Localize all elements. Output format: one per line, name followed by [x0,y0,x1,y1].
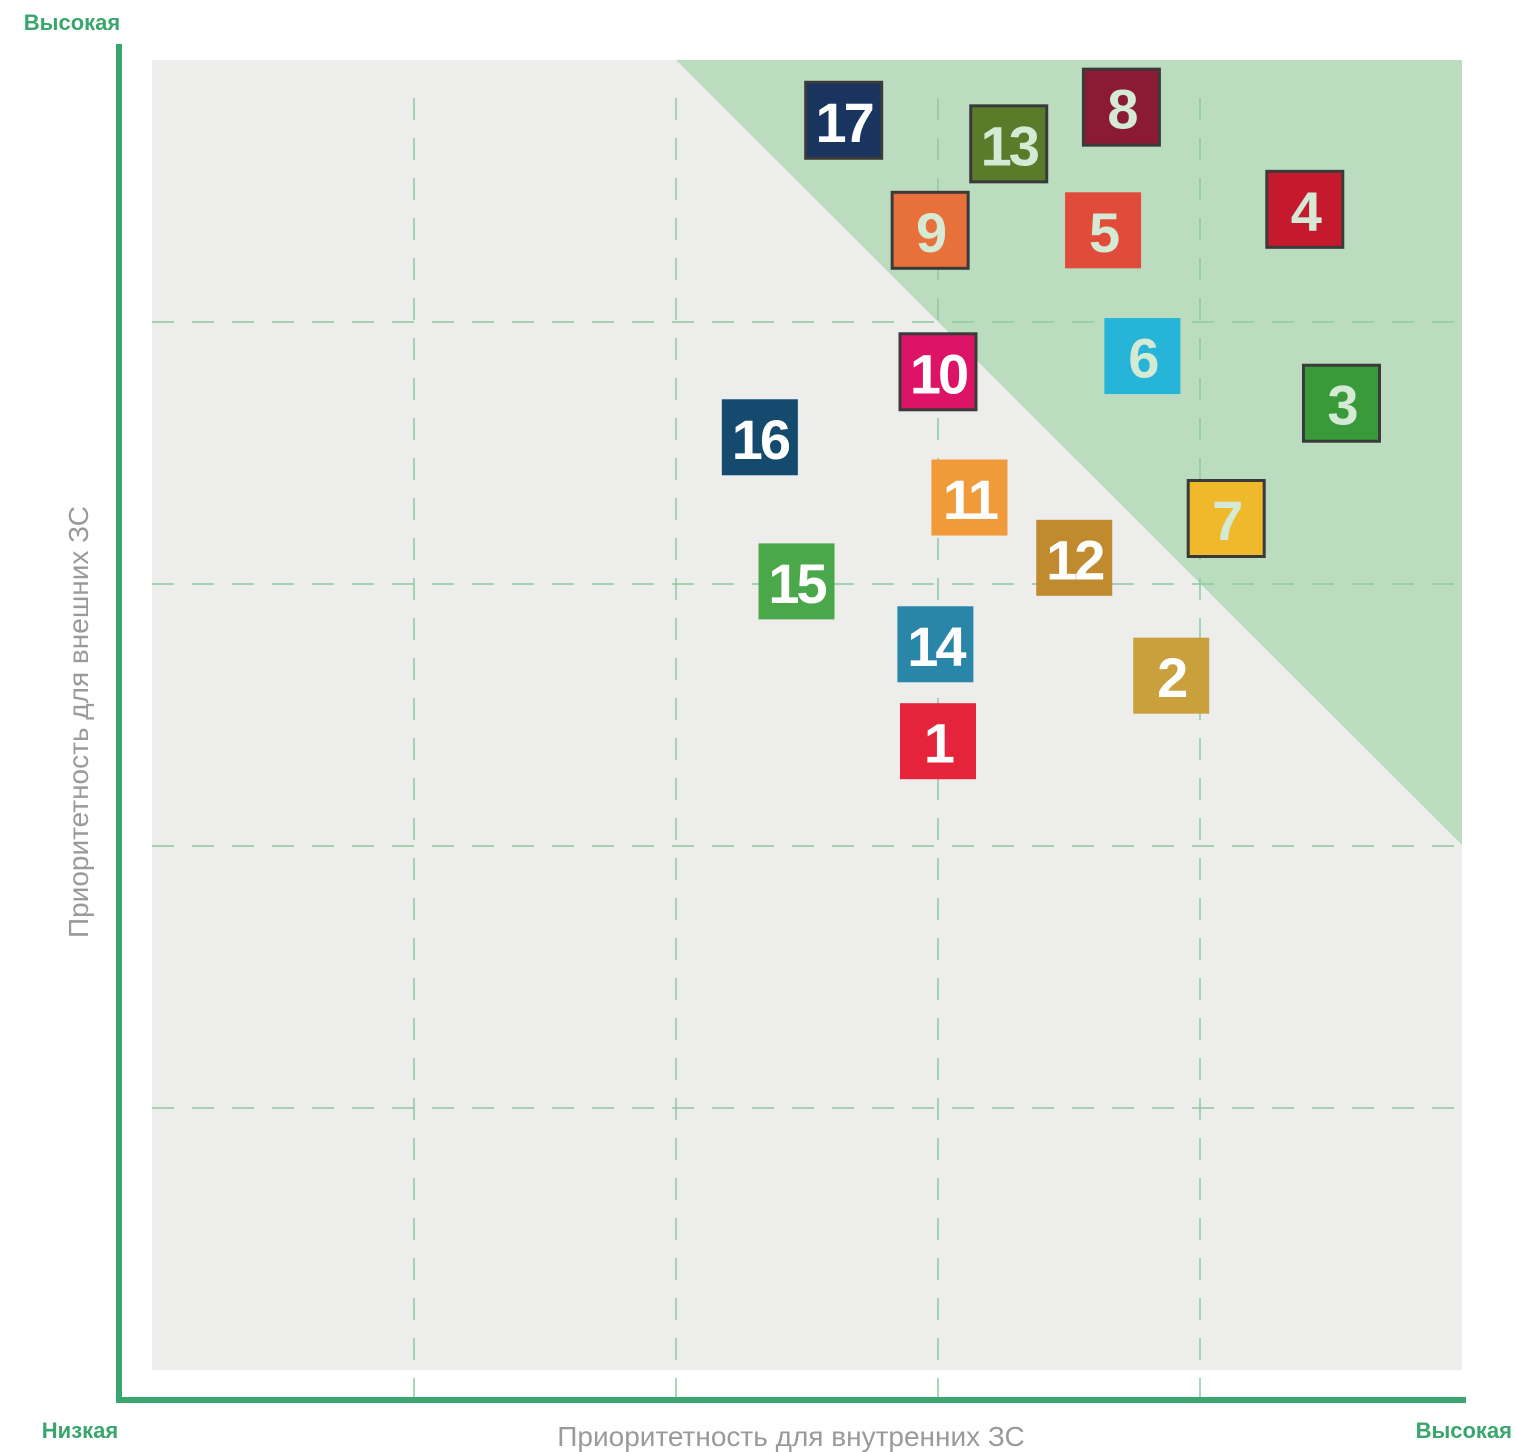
goal-marker: 12 [1036,519,1113,596]
goal-marker: 15 [758,543,835,620]
goal-number: 15 [768,552,826,615]
goal-number: 7 [1212,489,1241,552]
goal-square [1036,519,1113,596]
goal-square [931,459,1008,536]
goal-marker: 1 [900,703,976,780]
y-axis-title: Приоритетность для внешних ЗС [63,506,94,938]
goal-number: 9 [916,201,946,264]
goal-marker: 13 [969,104,1049,184]
goal-number: 14 [907,615,966,678]
goal-square [758,543,835,620]
goal-marker: 17 [804,80,884,160]
goal-square [1186,479,1266,558]
goal-marker: 9 [890,190,970,270]
goal-marker: 3 [1301,363,1381,443]
goal-square [1265,169,1345,249]
goal-marker: 16 [721,399,798,476]
goal-marker: 10 [898,332,978,412]
goal-number: 2 [1157,646,1186,709]
goal-number: 10 [910,342,967,405]
goal-square [890,190,970,270]
x-low-label: Низкая [42,1418,118,1443]
goal-number: 12 [1046,528,1103,591]
goal-marker: 14 [897,606,974,683]
goal-number: 3 [1327,374,1357,437]
goal-marker: 2 [1133,637,1210,714]
goal-square [897,606,974,683]
goal-square [1104,318,1181,395]
goal-number: 4 [1291,180,1322,243]
goal-marker: 4 [1265,169,1345,249]
goal-square [969,104,1049,184]
goal-square [1081,67,1161,147]
goal-square [1133,637,1210,714]
goal-number: 11 [943,468,998,531]
goal-marker: 11 [931,459,1008,536]
y-high-label: Высокая [24,10,120,35]
goal-number: 1 [924,712,954,775]
goal-number: 5 [1089,201,1119,264]
goal-square [900,703,976,780]
goal-marker: 6 [1104,318,1181,395]
goal-square [1301,363,1381,443]
goal-square [804,80,884,160]
goal-marker: 5 [1065,192,1142,269]
priority-zone [676,60,1462,845]
goal-marker: 8 [1081,67,1161,147]
goal-square [1065,192,1142,269]
goal-number: 6 [1128,327,1158,390]
x-axis-title: Приоритетность для внутренних ЗС [557,1421,1024,1452]
x-high-label: Высокая [1416,1418,1512,1443]
goal-square [898,332,978,412]
goal-number: 17 [816,91,873,154]
grid [152,98,1462,1412]
goal-marker: 7 [1186,479,1266,558]
goal-number: 16 [732,408,790,471]
goal-square [721,399,798,476]
goal-number: 13 [981,114,1039,177]
goal-number: 8 [1107,78,1137,141]
